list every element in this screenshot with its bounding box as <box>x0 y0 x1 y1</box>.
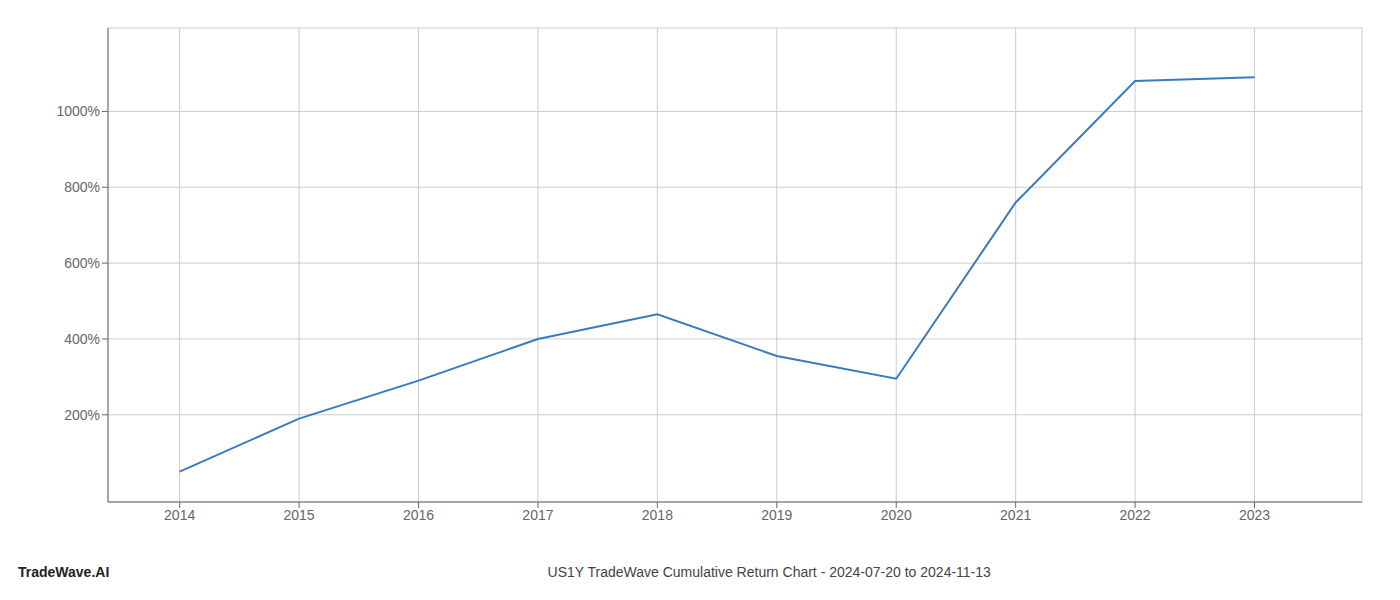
svg-text:2021: 2021 <box>1000 507 1031 523</box>
svg-text:2022: 2022 <box>1120 507 1151 523</box>
svg-text:2020: 2020 <box>881 507 912 523</box>
html-text:TradeWave.AI: TradeWave.AI <box>18 564 110 580</box>
svg-text:600%: 600% <box>64 255 100 271</box>
svg-text:2023: 2023 <box>1239 507 1270 523</box>
svg-text:1000%: 1000% <box>56 103 100 119</box>
svg-text:200%: 200% <box>64 407 100 423</box>
svg-text:2018: 2018 <box>642 507 673 523</box>
svg-text:2019: 2019 <box>761 507 792 523</box>
svg-text:2017: 2017 <box>522 507 553 523</box>
html-text:US1Y TradeWave Cumulative Retu: US1Y TradeWave Cumulative Return Chart -… <box>547 564 991 580</box>
svg-text:400%: 400% <box>64 331 100 347</box>
svg-text:2016: 2016 <box>403 507 434 523</box>
svg-text:2015: 2015 <box>284 507 315 523</box>
svg-text:2014: 2014 <box>164 507 195 523</box>
svg-text:800%: 800% <box>64 179 100 195</box>
